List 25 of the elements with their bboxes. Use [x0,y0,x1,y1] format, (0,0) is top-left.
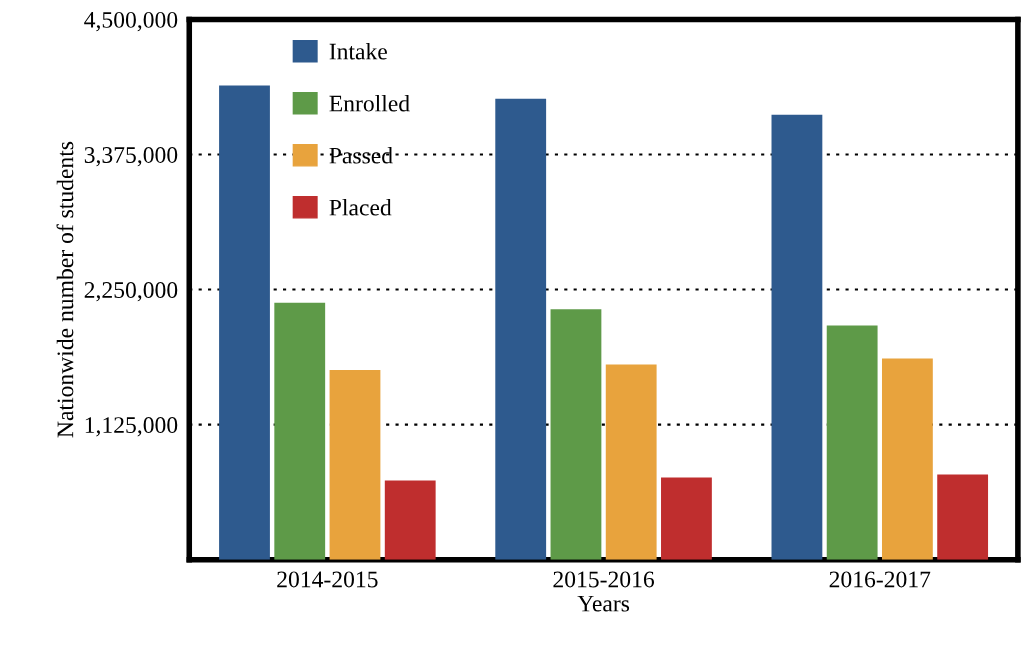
bar [605,364,657,560]
bar [826,325,878,560]
bar [937,474,989,560]
bar [274,302,326,560]
bar [329,369,381,560]
legend-label: Intake [329,42,387,60]
bar [219,85,270,560]
x-tick-label: 2014-2015 [277,571,378,588]
bar [881,358,933,560]
x-tick-label: 2016-2017 [829,571,931,588]
legend-label: Passed [329,146,393,164]
y-tick-label: 4,500,000 [84,11,178,32]
bar [771,114,823,560]
bar [661,477,712,560]
bar [550,309,602,560]
bar [495,98,547,560]
legend-label: Enrolled [329,94,410,112]
y-tick-label: 3,375,000 [84,146,178,167]
legend-label: Placed [329,198,392,216]
x-axis-title: Years [577,595,630,612]
y-tick-label: 1,125,000 [85,417,178,437]
y-axis-title: Nationwide number of students [56,141,74,438]
y-tick-label: 2,250,000 [84,282,178,302]
x-tick-label: 2015-2016 [553,571,655,588]
bar [384,480,436,560]
